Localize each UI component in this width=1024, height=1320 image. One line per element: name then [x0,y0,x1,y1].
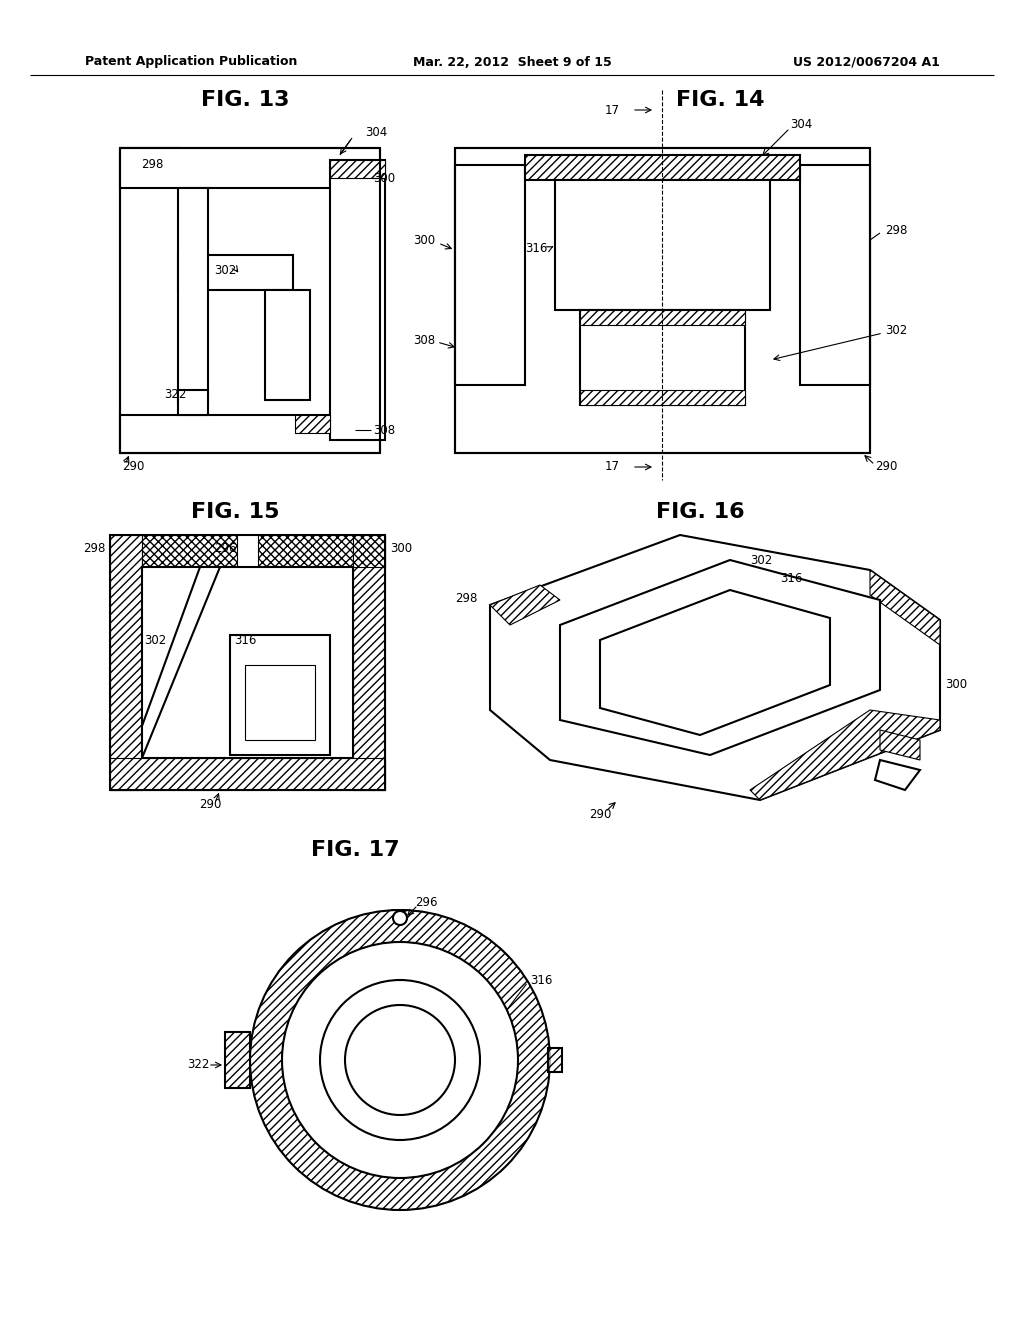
Bar [110,758,385,789]
Bar [295,414,330,433]
Bar [178,255,293,290]
Bar [555,180,770,310]
Text: 298: 298 [885,223,907,236]
Polygon shape [880,730,920,760]
Bar [178,187,208,403]
Text: 290: 290 [589,808,611,821]
Bar [258,535,353,568]
Bar [330,160,385,178]
Bar [455,148,870,453]
Circle shape [282,942,518,1177]
Bar [800,165,870,385]
Text: 296: 296 [415,895,437,908]
Text: 304: 304 [365,127,387,140]
Bar [580,310,745,405]
Text: FIG. 14: FIG. 14 [676,90,764,110]
Bar [330,160,385,440]
Bar [245,665,315,741]
Text: 302: 302 [750,553,772,566]
Text: 304: 304 [790,119,812,132]
Bar [142,535,237,568]
Polygon shape [870,570,940,645]
Text: 290: 290 [874,461,897,474]
Text: 316: 316 [530,974,552,986]
Text: 322: 322 [187,1059,210,1072]
Text: FIG. 13: FIG. 13 [201,90,289,110]
Bar [178,389,208,414]
Text: 294: 294 [352,1053,375,1067]
Polygon shape [560,560,880,755]
Text: 316: 316 [780,572,803,585]
Polygon shape [548,1048,562,1072]
Bar [353,535,385,789]
Circle shape [250,909,550,1210]
Bar [525,154,800,180]
Text: 298: 298 [141,158,163,172]
Text: Mar. 22, 2012  Sheet 9 of 15: Mar. 22, 2012 Sheet 9 of 15 [413,55,611,69]
Circle shape [393,911,407,925]
Text: 302: 302 [144,634,166,647]
Text: 316: 316 [233,634,256,647]
Text: FIG. 16: FIG. 16 [655,502,744,521]
Text: 316: 316 [525,242,548,255]
Polygon shape [490,585,560,624]
Bar [120,148,380,187]
Text: 322: 322 [164,388,186,401]
Bar [265,290,310,400]
Bar [110,535,385,789]
Text: US 2012/0067204 A1: US 2012/0067204 A1 [794,55,940,69]
Text: FIG. 17: FIG. 17 [310,840,399,861]
Text: 300: 300 [413,234,435,247]
Bar [110,535,142,789]
Text: 300: 300 [390,541,412,554]
Text: FIG. 15: FIG. 15 [190,502,280,521]
Polygon shape [600,590,830,735]
Polygon shape [142,568,220,758]
Bar [230,635,330,755]
Polygon shape [225,1032,250,1088]
Polygon shape [874,760,920,789]
Polygon shape [490,535,940,800]
Polygon shape [750,710,940,800]
Text: 298: 298 [456,591,478,605]
Text: 296: 296 [214,541,237,554]
Bar [455,165,525,385]
Text: 298: 298 [83,541,105,554]
Circle shape [319,979,480,1140]
Bar [353,535,385,568]
Text: 302: 302 [214,264,237,276]
Text: 308: 308 [413,334,435,346]
Bar [580,389,745,405]
Text: 300: 300 [373,172,395,185]
Text: 302: 302 [885,323,907,337]
Bar [580,310,745,325]
Text: 308: 308 [373,424,395,437]
Text: 290: 290 [122,461,144,474]
Bar [120,414,380,453]
Bar [120,148,180,453]
Text: Patent Application Publication: Patent Application Publication [85,55,297,69]
Circle shape [345,1005,455,1115]
Text: 290: 290 [199,799,221,812]
Bar [142,568,353,758]
Text: 17: 17 [605,103,620,116]
Text: 300: 300 [945,678,967,692]
Text: 17: 17 [605,461,620,474]
